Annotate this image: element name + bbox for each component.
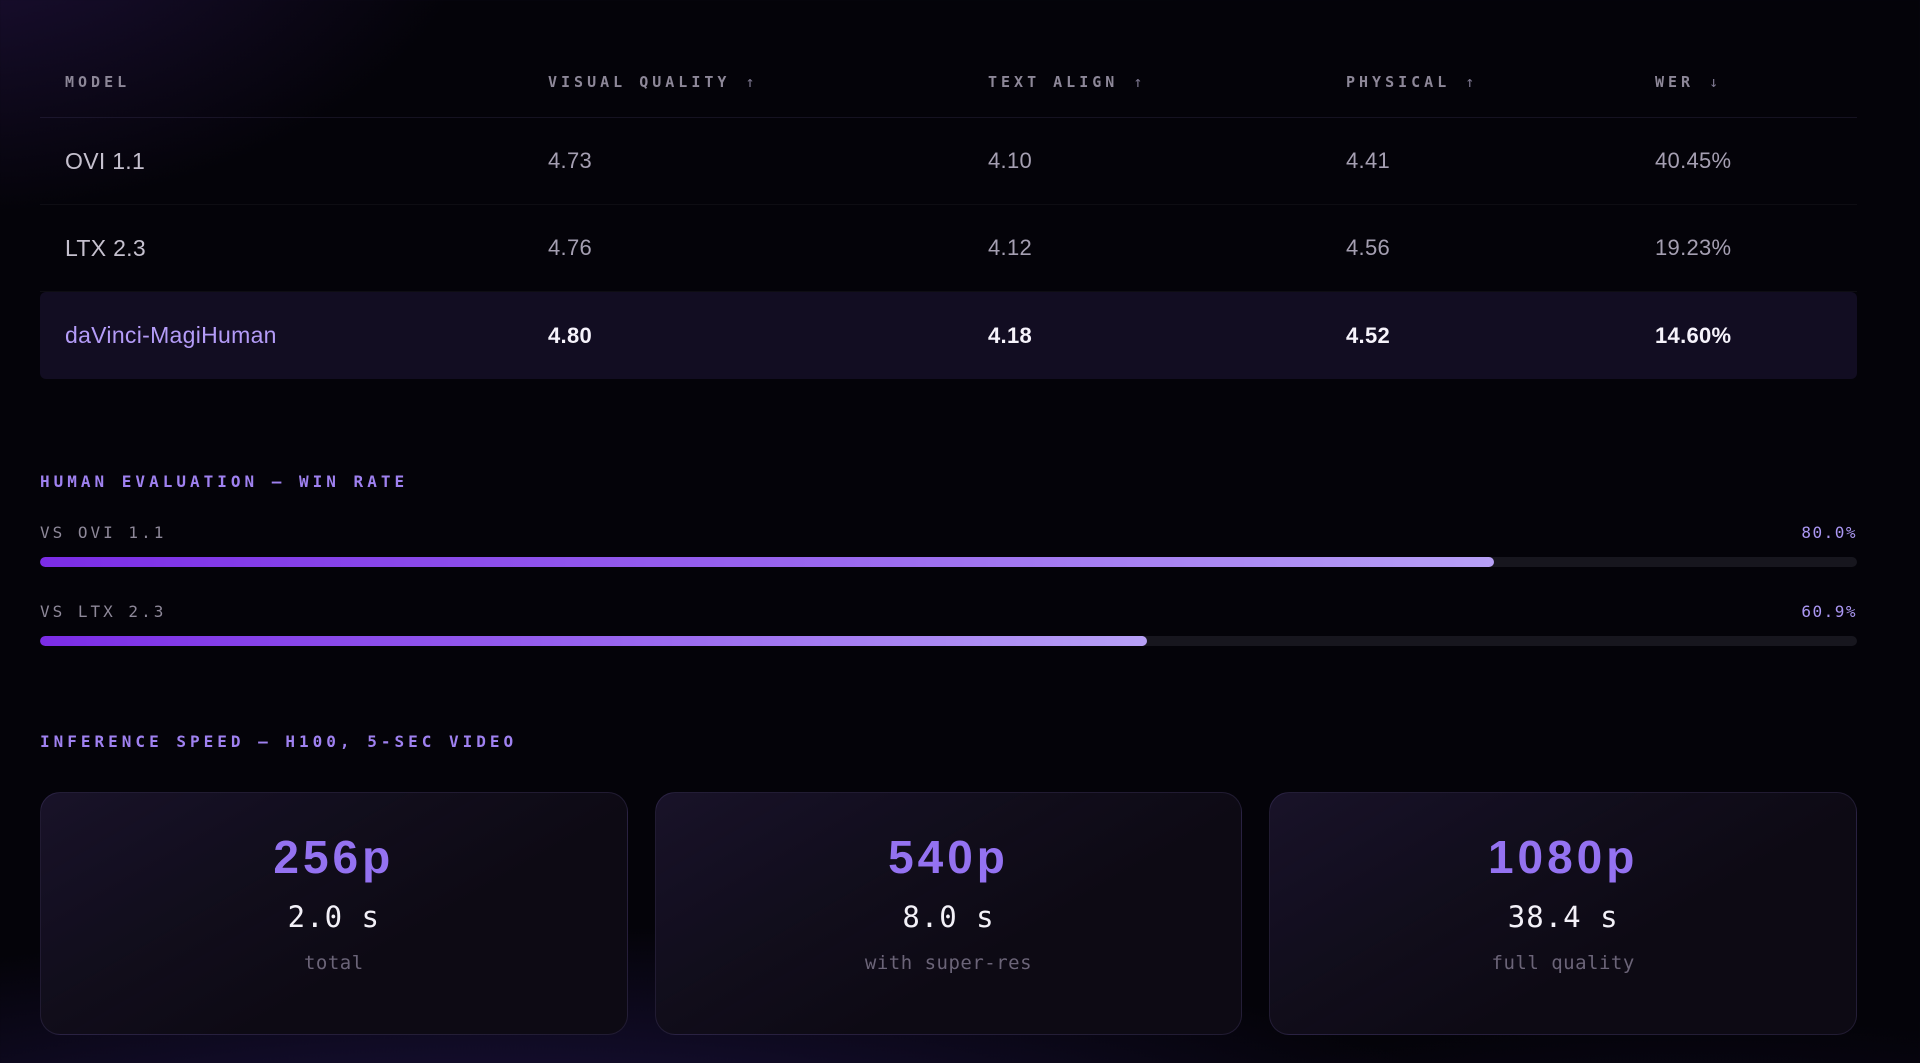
column-label: VISUAL QUALITY [548, 72, 731, 91]
column-label: WER [1655, 72, 1695, 91]
bar-label: VS LTX 2.3 [40, 601, 167, 621]
progress-fill [40, 557, 1494, 567]
speed-card-1080p: 1080p 38.4 s full quality [1269, 792, 1857, 1035]
column-header-visual-quality[interactable]: VISUAL QUALITY ↑ [548, 73, 988, 91]
text-align-value: 4.12 [988, 235, 1033, 260]
human-evaluation-title: HUMAN EVALUATION — WIN RATE [40, 472, 409, 491]
model-name: LTX 2.3 [65, 234, 146, 261]
progress-track [40, 557, 1857, 567]
visual-quality-value: 4.80 [548, 322, 593, 348]
sort-asc-icon: ↑ [1465, 72, 1479, 91]
visual-quality-value: 4.76 [548, 235, 593, 260]
column-header-physical[interactable]: PHYSICAL ↑ [1346, 73, 1655, 91]
column-label: PHYSICAL [1346, 72, 1451, 91]
physical-value: 4.41 [1346, 148, 1391, 173]
bar-value: 60.9% [1801, 601, 1857, 621]
time-value: 8.0 s [902, 900, 995, 934]
table-row-davinci-magihuman-selected[interactable]: daVinci-MagiHuman 4.80 4.18 4.52 14.60% [40, 292, 1857, 379]
model-name: daVinci-MagiHuman [65, 322, 277, 348]
text-align-value: 4.10 [988, 148, 1033, 173]
bar-value: 80.0% [1801, 522, 1857, 542]
human-evaluation-section: HUMAN EVALUATION — WIN RATE VS OVI 1.1 8… [40, 473, 1857, 646]
model-name: OVI 1.1 [65, 147, 146, 174]
wer-value: 19.23% [1655, 235, 1732, 260]
column-header-wer[interactable]: WER ↓ [1655, 73, 1857, 91]
column-header-model[interactable]: MODEL [65, 73, 548, 91]
wer-value: 40.45% [1655, 148, 1732, 173]
speed-card-540p: 540p 8.0 s with super-res [654, 792, 1243, 1035]
speed-card-256p: 256p 2.0 s total [40, 792, 628, 1035]
time-value: 38.4 s [1507, 900, 1619, 934]
win-rate-bar-ovi: VS OVI 1.1 80.0% [40, 522, 1857, 567]
table-header-row: MODEL VISUAL QUALITY ↑ TEXT ALIGN ↑ PHYS… [40, 46, 1857, 118]
caption: total [303, 952, 364, 974]
resolution-label: 1080p [1487, 831, 1639, 883]
caption: full quality [1491, 952, 1635, 974]
column-label: MODEL [65, 72, 131, 91]
visual-quality-value: 4.73 [548, 148, 593, 173]
inference-speed-section: INFERENCE SPEED — H100, 5-SEC VIDEO 256p… [40, 733, 1857, 1035]
win-rate-bar-ltx: VS LTX 2.3 60.9% [40, 601, 1857, 646]
sort-asc-icon: ↑ [1133, 72, 1147, 91]
table-row-ovi[interactable]: OVI 1.1 4.73 4.10 4.41 40.45% [40, 118, 1857, 205]
physical-value: 4.52 [1346, 322, 1391, 348]
sort-asc-icon: ↑ [745, 72, 759, 91]
resolution-label: 540p [888, 831, 1009, 883]
resolution-label: 256p [273, 831, 395, 883]
physical-value: 4.56 [1346, 235, 1391, 260]
progress-track [40, 636, 1857, 646]
progress-fill [40, 636, 1147, 646]
time-value: 2.0 s [287, 900, 380, 934]
wer-value: 14.60% [1655, 322, 1732, 348]
caption: with super-res [864, 952, 1033, 974]
sort-desc-icon: ↓ [1709, 72, 1723, 91]
inference-speed-title: INFERENCE SPEED — H100, 5-SEC VIDEO [40, 732, 518, 751]
benchmark-page: MODEL VISUAL QUALITY ↑ TEXT ALIGN ↑ PHYS… [0, 46, 1920, 1035]
speed-cards: 256p 2.0 s total 540p 8.0 s with super-r… [40, 792, 1857, 1035]
text-align-value: 4.18 [988, 322, 1033, 348]
table-row-ltx[interactable]: LTX 2.3 4.76 4.12 4.56 19.23% [40, 205, 1857, 292]
model-comparison-table: MODEL VISUAL QUALITY ↑ TEXT ALIGN ↑ PHYS… [40, 46, 1857, 379]
bar-label: VS OVI 1.1 [40, 522, 167, 542]
column-header-text-align[interactable]: TEXT ALIGN ↑ [988, 73, 1346, 91]
column-label: TEXT ALIGN [988, 72, 1119, 91]
